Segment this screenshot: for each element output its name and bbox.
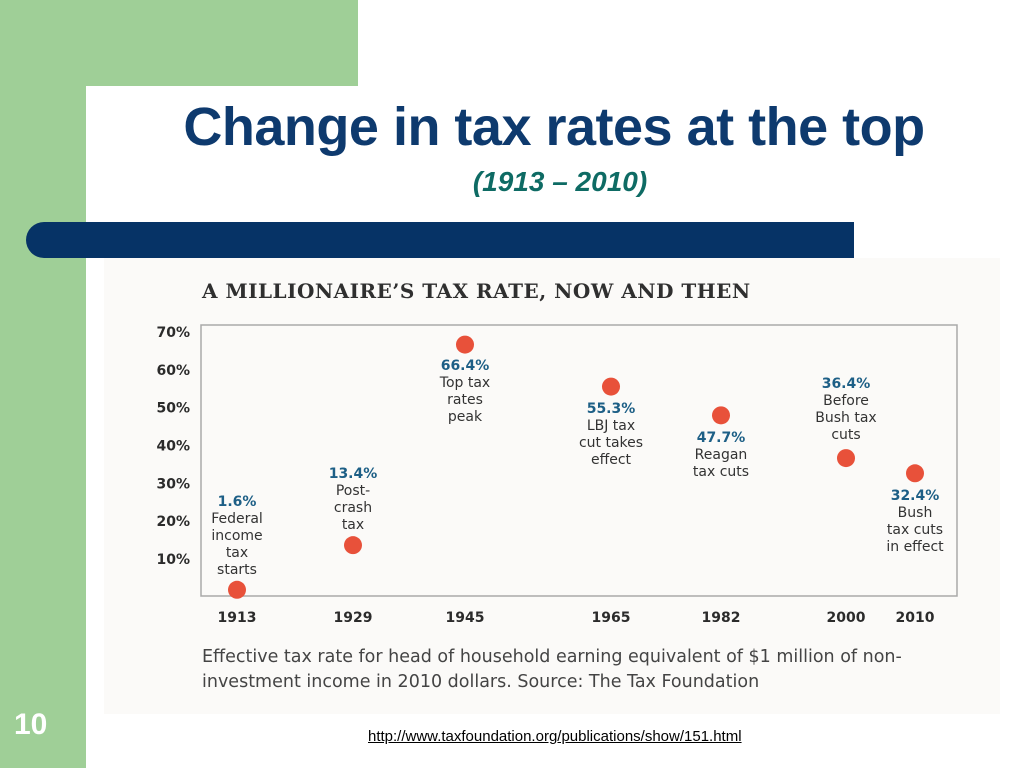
slide-title: Change in tax rates at the top [183,97,925,157]
chart-caption-line: investment income in 2010 dollars. Sourc… [202,672,759,692]
data-label-1965: 55.3% [587,401,636,417]
data-point-2000 [837,449,855,468]
chart-panel: A MILLIONAIRE’S TAX RATE, NOW AND THEN 70… [104,258,1000,714]
data-label-1945: 66.4% [441,358,490,374]
y-tick-label: 20% [156,514,190,530]
annotation-1913-line: starts [217,562,257,578]
x-tick-label: 1945 [446,610,485,626]
x-tick-label: 2010 [896,610,935,626]
annotation-1945-line: Top tax [439,375,490,391]
data-label-2010: 32.4% [891,488,940,504]
x-tick-label: 1982 [702,610,741,626]
data-point-1945 [456,335,474,354]
left-side-bar [0,0,86,768]
annotation-1913-line: tax [226,545,248,561]
data-label-2000: 36.4% [822,376,871,392]
annotation-1945-line: rates [447,392,483,408]
annotation-2000-line: cuts [831,427,860,443]
data-label-1982: 47.7% [697,430,746,446]
annotation-1913-line: income [211,528,262,544]
source-link[interactable]: http://www.taxfoundation.org/publication… [368,728,742,745]
x-tick-label: 1929 [334,610,373,626]
chart-svg: A MILLIONAIRE’S TAX RATE, NOW AND THEN 70… [156,279,958,692]
y-tick-label: 10% [156,552,190,568]
top-left-bar [0,0,358,86]
y-tick-label: 40% [156,439,190,455]
x-tick-label: 1965 [592,610,631,626]
annotation-1929-line: tax [342,517,364,533]
x-tick-label: 1913 [218,610,257,626]
annotation-1965-line: effect [591,452,632,468]
annotation-1982-line: Reagan [695,447,748,463]
annotation-2000-line: Bush tax [815,410,876,426]
annotation-2010-line: in effect [886,539,944,555]
data-point-2010 [906,464,924,483]
annotation-1913-line: Federal [211,511,263,527]
annotation-1965-line: cut takes [579,435,643,451]
chart-title: A MILLIONAIRE’S TAX RATE, NOW AND THEN [201,279,751,303]
annotation-2000-line: Before [823,393,869,409]
plot-frame [200,324,958,597]
data-point-1929 [344,536,362,555]
y-tick-label: 30% [156,476,190,492]
y-tick-label: 70% [156,325,190,341]
annotation-1945-line: peak [448,409,483,425]
y-tick-label: 60% [156,363,190,379]
chart-caption-line: Effective tax rate for head of household… [202,647,902,667]
annotation-1982-line: tax cuts [693,464,749,480]
annotation-1929-line: Post- [336,483,370,499]
data-label-1929: 13.4% [329,466,378,482]
data-label-1913: 1.6% [218,494,257,510]
annotation-2010-line: tax cuts [887,522,943,538]
annotation-2010-line: Bush [898,505,933,521]
slide-number: 10 [14,708,48,741]
annotation-1929-line: crash [334,500,372,516]
data-point-1982 [712,406,730,425]
data-point-1965 [602,377,620,396]
x-tick-label: 2000 [827,610,866,626]
y-tick-label: 50% [156,401,190,417]
data-point-1913 [228,580,246,599]
slide-subtitle: (1913 – 2010) [472,166,648,197]
annotation-1965-line: LBJ tax [587,418,635,434]
title-underline-band [26,222,854,258]
